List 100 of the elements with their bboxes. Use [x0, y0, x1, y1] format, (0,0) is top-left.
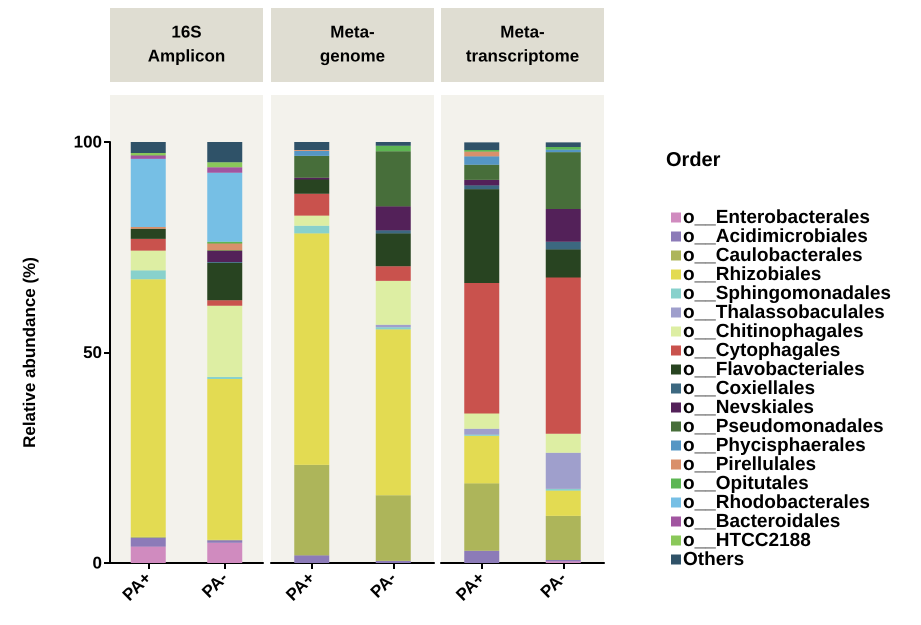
bar [376, 329, 411, 496]
legend-label: o__Rhodobacterales [683, 492, 870, 513]
bar [376, 230, 411, 234]
bar [376, 142, 411, 146]
bar [130, 158, 166, 228]
bar [294, 464, 330, 556]
bar [130, 546, 166, 563]
bar [376, 280, 411, 325]
bar [464, 428, 500, 435]
bar [130, 270, 166, 280]
legend-label: o__Nevskiales [683, 397, 814, 418]
bar [464, 185, 500, 190]
chart-title: 16S Amplicon [148, 22, 226, 66]
legend-label: o__Flavobacteriales [683, 359, 865, 380]
bar [130, 238, 166, 251]
bar [464, 189, 500, 284]
bar [464, 436, 500, 484]
y-tick-label: 100 [74, 132, 102, 152]
bar [546, 142, 581, 148]
bar [546, 434, 581, 453]
x-tick-label: PA+ [282, 568, 319, 605]
bar [207, 142, 242, 162]
bar [464, 152, 500, 156]
bar [294, 194, 330, 216]
legend-label: o__Sphingomonadales [683, 283, 891, 304]
bar [207, 162, 242, 168]
bar [130, 142, 166, 153]
bar [294, 233, 330, 465]
chart-title: Meta- transcriptome [466, 22, 580, 66]
bar [464, 414, 500, 429]
y-tick-label: 0 [92, 554, 102, 572]
bar [207, 300, 242, 306]
bar [130, 279, 166, 537]
legend-label: o__Pirellulales [683, 454, 816, 475]
bar [294, 179, 330, 194]
bar [546, 490, 581, 516]
bar [546, 452, 581, 489]
bar [464, 142, 500, 150]
bar [294, 216, 330, 226]
bar [376, 324, 411, 328]
bar [207, 167, 242, 173]
bar [130, 155, 166, 159]
bar [207, 379, 242, 540]
x-tick-label: PA+ [118, 568, 156, 605]
bar [376, 206, 411, 230]
bar [130, 228, 166, 239]
bar [376, 151, 411, 206]
bar [294, 156, 330, 178]
legend-label: o__Enterobacterales [683, 207, 870, 228]
bar [546, 150, 581, 152]
y-axis-title: Relative abundance (%) [20, 257, 39, 448]
legend-label: o__Acidimicrobiales [683, 226, 868, 247]
bar [130, 152, 166, 156]
legend-label: o__Pseudomonadales [683, 416, 884, 437]
bar [546, 152, 581, 209]
bar [376, 495, 411, 561]
bar [130, 250, 166, 270]
bar [130, 538, 166, 547]
legend-label: o__Opitutales [683, 473, 809, 494]
legend-label: o__Bacteroidales [683, 511, 840, 532]
legend-label: o__HTCC2188 [683, 530, 811, 551]
legend-label: o__Thalassobaculales [683, 302, 885, 323]
bar [207, 306, 242, 377]
legend-label: Others [683, 549, 744, 570]
legend-label: o__Phycisphaerales [683, 435, 866, 456]
chart-title: Meta- genome [320, 22, 386, 66]
legend-label: o__Cytophagales [683, 340, 840, 361]
bar [294, 226, 330, 234]
bar [207, 376, 242, 380]
bar [207, 542, 242, 563]
legend-label: o__Chitinophagales [683, 321, 864, 342]
legend-label: o__Coxiellales [683, 378, 816, 399]
legend-label: o__Rhizobiales [683, 264, 822, 285]
bar [376, 266, 411, 281]
bar [464, 550, 500, 563]
bar [464, 283, 500, 414]
bar [546, 208, 581, 242]
bar [546, 249, 581, 278]
bar [546, 242, 581, 250]
bar [464, 156, 500, 165]
bar [207, 251, 242, 262]
y-tick-label: 50 [83, 343, 102, 362]
x-tick-label: PA- [198, 568, 232, 602]
bar [207, 172, 242, 242]
bar [546, 516, 581, 560]
bar [464, 483, 500, 551]
bar [464, 164, 500, 180]
x-tick-label: PA- [536, 568, 570, 602]
bar [207, 243, 242, 250]
bar [464, 180, 500, 186]
bar [376, 146, 411, 152]
bar [376, 233, 411, 266]
x-tick-label: PA- [366, 568, 400, 602]
legend-label: o__Caulobacterales [683, 245, 863, 266]
bar [294, 150, 330, 156]
bar [207, 540, 242, 543]
bar [294, 555, 330, 563]
x-tick-label: PA+ [452, 568, 489, 605]
bar [546, 278, 581, 434]
legend-title: Order [666, 149, 721, 171]
